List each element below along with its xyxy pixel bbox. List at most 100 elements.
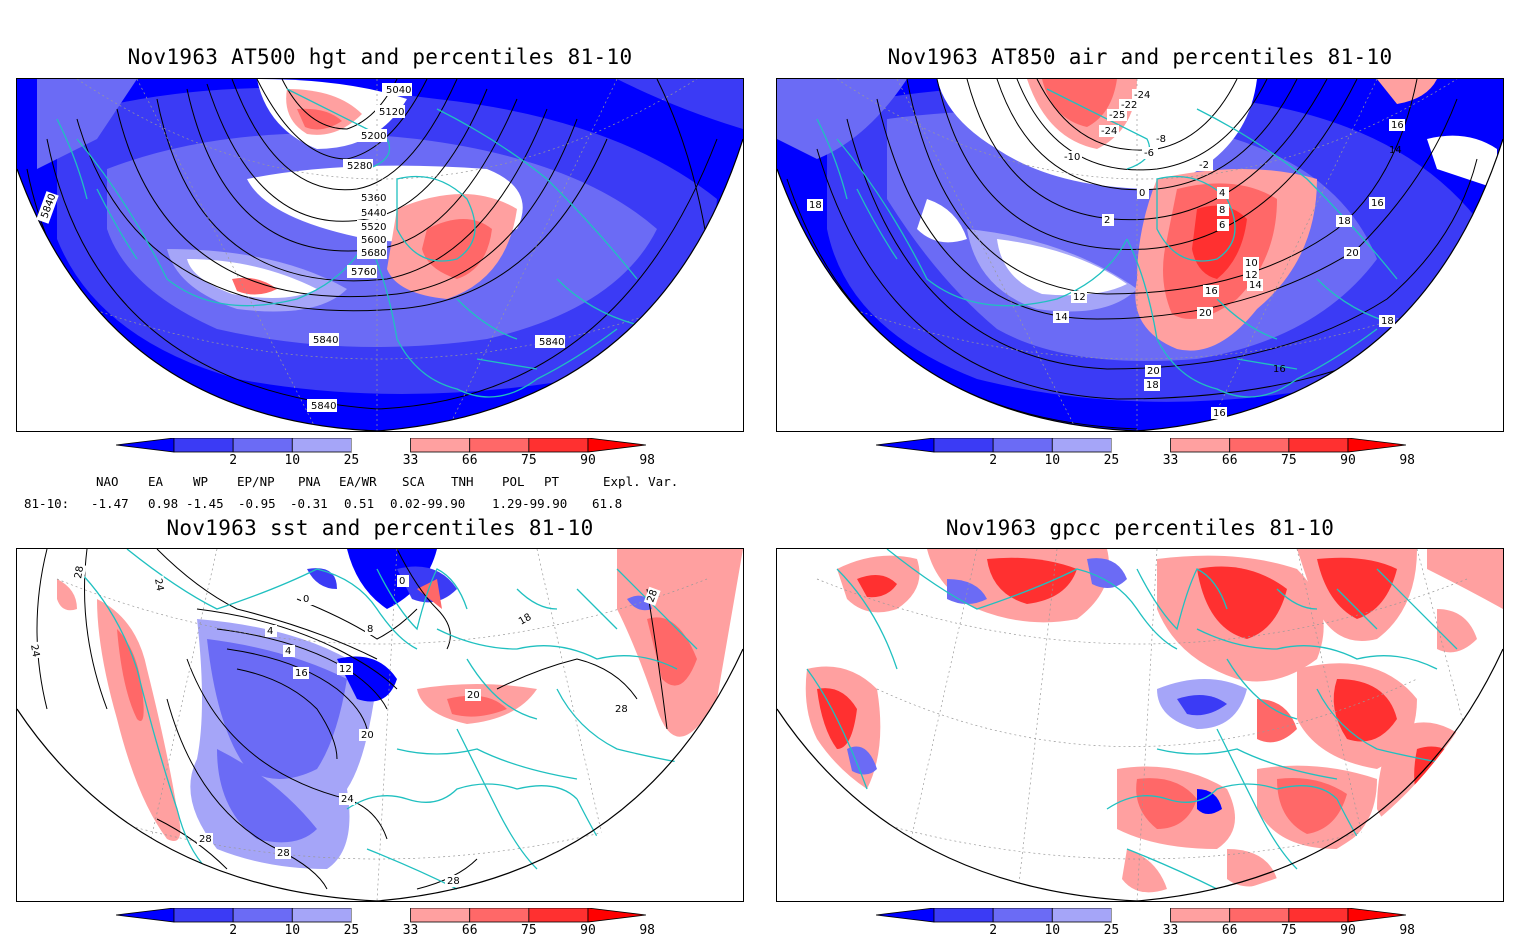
- contour-label: 20: [1199, 308, 1212, 319]
- colorbar-tick-label: 98: [1399, 453, 1415, 468]
- colorbar-segment: [933, 438, 994, 453]
- contour-label: 4: [285, 646, 291, 657]
- contour-label: 12: [339, 664, 352, 675]
- colorbar-segment: [1051, 908, 1112, 923]
- contour-label: 28: [277, 848, 290, 859]
- contour-label: 5440: [361, 208, 386, 219]
- colorbar-tick-label: 33: [1162, 923, 1179, 938]
- panel-title-p4: Nov1963 gpcc percentiles 81-10: [945, 516, 1335, 540]
- contour-label: 16: [1391, 120, 1404, 131]
- contour-label: -24: [1101, 126, 1117, 137]
- index-row-label: 81-10:: [24, 496, 70, 511]
- colorbar-segment: [351, 438, 411, 452]
- contour-label: 4: [1219, 188, 1225, 199]
- index-header-pna: PNA: [298, 474, 321, 489]
- colorbar-tick-label: 75: [1281, 453, 1297, 468]
- panel-title-p2: Nov1963 AT850 air and percentiles 81-10: [887, 45, 1393, 69]
- colorbar-tick-label: 66: [1221, 453, 1238, 468]
- contour-label: 28: [615, 704, 628, 715]
- index-header-ea: EA: [148, 474, 164, 489]
- colorbar-segment: [173, 438, 234, 453]
- contour-labels-hgt500: 5040 5120 5200 5280 5360 5440 5520 5600 …: [36, 83, 565, 412]
- colorbar-tick-label: 75: [521, 453, 537, 468]
- colorbar-tick-label: 10: [1044, 923, 1061, 938]
- colorbar-segment: [173, 908, 234, 923]
- colorbar-tick-label: 25: [343, 453, 360, 468]
- colorbar-segment: [351, 908, 411, 922]
- index-header-nao: NAO: [96, 474, 119, 489]
- colorbar-air850: 2 10 25 33 66 75 90 98: [876, 438, 1415, 478]
- contour-label: 28: [73, 565, 86, 579]
- colorbar-segment: [528, 438, 589, 453]
- contour-label: 0: [303, 594, 309, 605]
- contour-label: 5840: [539, 337, 564, 348]
- colorbar-segment: [1111, 908, 1171, 922]
- colorbar-segment: [116, 908, 175, 923]
- index-header-explvar: Expl. Var.: [603, 474, 679, 489]
- index-value-eawr: 0.51: [344, 496, 375, 511]
- contour-label: 5520: [361, 222, 386, 233]
- contour-label: 20: [1147, 366, 1160, 377]
- colorbar-segment: [1288, 438, 1349, 453]
- index-value-wp: -1.45: [186, 496, 224, 511]
- colorbar-segment: [1229, 908, 1290, 923]
- colorbar-segment: [1170, 908, 1231, 923]
- colorbar-tick-label: 90: [580, 923, 596, 938]
- index-value-ea: 0.98: [148, 496, 179, 511]
- colorbar-segment: [992, 438, 1053, 453]
- contour-label: -6: [1144, 148, 1154, 159]
- contour-label: 14: [1249, 280, 1262, 291]
- contour-label: 8: [367, 624, 373, 635]
- contour-label: 24: [341, 794, 354, 805]
- contour-label: 5600: [361, 235, 386, 246]
- contour-label: 4: [267, 626, 273, 637]
- contour-label: 10: [1245, 258, 1258, 269]
- colorbar-svg: [116, 908, 646, 923]
- colorbar-tick-label: 25: [1103, 453, 1120, 468]
- contour-label: 5360: [361, 193, 386, 204]
- colorbar-segment: [116, 438, 175, 453]
- contour-label: 18: [1146, 380, 1159, 391]
- colorbar-tick-label: 25: [1103, 923, 1120, 938]
- colorbar-segment: [1288, 908, 1349, 923]
- contour-label: 18: [1381, 316, 1394, 327]
- colorbar-svg: [876, 438, 1406, 453]
- index-header-sca: SCA: [402, 474, 425, 489]
- colorbar-tick-label: 25: [343, 923, 360, 938]
- contour-label: 16: [295, 668, 308, 679]
- map-gpcc-svg: [777, 549, 1503, 901]
- contour-label: 16: [1371, 198, 1384, 209]
- colorbar-segment: [992, 908, 1053, 923]
- colorbar-segment: [410, 908, 471, 923]
- colorbar-tick-label: 98: [639, 923, 655, 938]
- colorbar-tick-label: 98: [1399, 923, 1415, 938]
- contour-label: 18: [809, 200, 822, 211]
- contour-labels-air850: -24 -22 -24 -25 -10 -8 -6 -2 0 2 4 6 8 1…: [807, 89, 1405, 419]
- contour-label: 5040: [386, 85, 411, 96]
- colorbar-tick-label: 10: [284, 453, 301, 468]
- contour-label: 8: [1219, 205, 1225, 216]
- colorbar-tick-label: 10: [284, 923, 301, 938]
- map-panel-air850: -24 -22 -24 -25 -10 -8 -6 -2 0 2 4 6 8 1…: [776, 78, 1504, 432]
- colorbar-segment: [876, 908, 935, 923]
- contour-label: 20: [361, 730, 374, 741]
- colorbar-svg: [876, 908, 1406, 923]
- contour-label: -24: [1134, 90, 1150, 101]
- colorbar-segment: [291, 908, 352, 923]
- index-value-pol-pt: 1.29-99.90: [492, 496, 568, 511]
- colorbar-segment: [933, 908, 994, 923]
- colorbar-segment: [1229, 438, 1290, 453]
- panel-title-p1: Nov1963 AT500 hgt and percentiles 81-10: [127, 45, 633, 69]
- colorbar-tick-label: 90: [1340, 923, 1356, 938]
- map-panel-gpcc: [776, 548, 1504, 902]
- colorbar-segment: [1347, 908, 1406, 923]
- contour-label: 5120: [379, 107, 404, 118]
- contour-label: 5840: [311, 401, 336, 412]
- colorbar-tick-label: 75: [521, 923, 537, 938]
- map-air850-svg: -24 -22 -24 -25 -10 -8 -6 -2 0 2 4 6 8 1…: [777, 79, 1503, 431]
- colorbar-tick-label: 33: [1162, 453, 1179, 468]
- colorbar-tick-label: 90: [580, 453, 596, 468]
- colorbar-segment: [528, 908, 589, 923]
- contour-label: 0: [399, 576, 405, 587]
- colorbar-tick-label: 2: [229, 453, 238, 468]
